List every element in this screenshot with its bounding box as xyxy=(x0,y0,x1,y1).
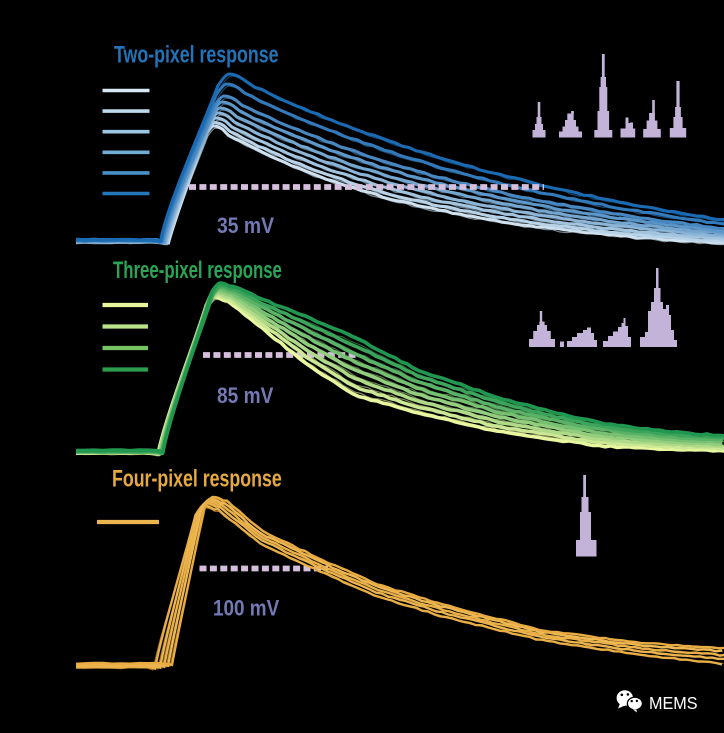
svg-text:35 mV: 35 mV xyxy=(217,214,274,238)
svg-text:85 mV: 85 mV xyxy=(217,384,274,409)
svg-text:100 mV: 100 mV xyxy=(213,596,280,621)
svg-text:Two-pixel response: Two-pixel response xyxy=(114,42,279,68)
svg-text:MEMS: MEMS xyxy=(649,693,698,713)
svg-text:Four-pixel response: Four-pixel response xyxy=(112,466,282,492)
svg-text:Three-pixel response: Three-pixel response xyxy=(113,257,282,284)
